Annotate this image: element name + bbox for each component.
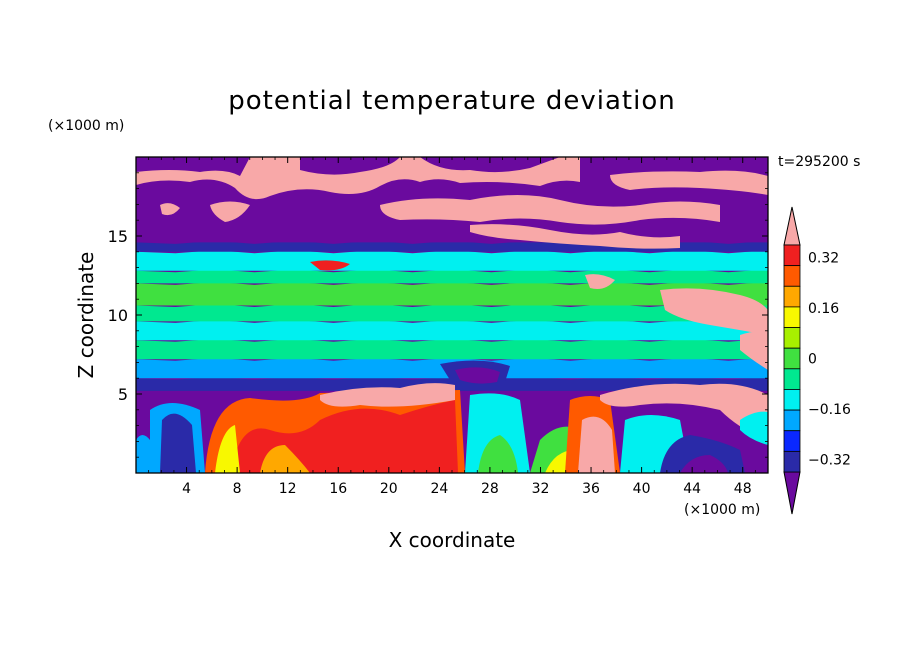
colorbar-swatch — [783, 306, 801, 328]
x-tick-label: 24 — [430, 481, 448, 497]
contour-band — [136, 319, 768, 341]
z-axis-ticks: 5 10 15 — [108, 172, 768, 458]
x-tick-label: 40 — [633, 481, 651, 497]
contour-band — [136, 269, 768, 284]
colorbar-label: −0.16 — [808, 402, 851, 418]
x-axis-unit: (×1000 m) — [684, 502, 761, 518]
colorbar-swatch — [783, 409, 801, 432]
x-tick-label: 20 — [380, 481, 398, 497]
x-tick-label: 8 — [233, 481, 242, 497]
colorbar-swatch — [783, 285, 801, 308]
x-tick-label: 4 — [182, 481, 191, 497]
contour-band — [136, 281, 768, 306]
z-tick-label: 15 — [108, 227, 128, 246]
colorbar-swatch — [783, 389, 801, 411]
time-label: t=295200 s — [778, 154, 861, 170]
x-axis-label: X coordinate — [388, 528, 516, 552]
colorbar-label: −0.32 — [808, 452, 851, 468]
x-tick-label: 44 — [683, 481, 701, 497]
x-tick-label: 48 — [734, 481, 752, 497]
colorbar-swatch — [783, 430, 801, 452]
z-axis-unit: (×1000 m) — [48, 118, 125, 134]
z-tick-label: 5 — [118, 385, 128, 404]
contour-band — [136, 250, 768, 271]
x-tick-label: 36 — [582, 481, 600, 497]
z-tick-label: 10 — [108, 306, 128, 325]
colorbar-swatch — [783, 347, 801, 370]
contour-band — [136, 338, 768, 360]
colorbar-swatch — [783, 244, 801, 267]
colorbar-swatch — [783, 450, 801, 473]
x-tick-label: 16 — [329, 481, 347, 497]
upper-layer-contours — [136, 157, 768, 385]
contour-band — [136, 376, 768, 391]
contour-field — [136, 157, 768, 473]
x-tick-label: 12 — [279, 481, 297, 497]
colorbar-min-cap — [783, 471, 801, 515]
x-tick-label: 32 — [532, 481, 550, 497]
colorbar-swatch — [783, 368, 801, 390]
colorbar-swatch — [783, 327, 801, 349]
x-tick-label: 28 — [481, 481, 499, 497]
colorbar: 0.32 0.16 0 −0.16 −0.32 — [783, 206, 851, 515]
colorbar-label: 0.32 — [808, 251, 839, 267]
colorbar-swatch — [783, 265, 801, 287]
contour-band — [136, 304, 768, 322]
lower-layer-contours — [136, 383, 768, 473]
colorbar-max-cap — [783, 206, 801, 246]
x-axis-ticks: 4 8 12 16 20 24 28 32 36 40 44 48 — [148, 157, 756, 497]
chart-title: potential temperature deviation — [228, 86, 676, 116]
colorbar-label: 0.16 — [808, 301, 839, 317]
colorbar-label: 0 — [808, 352, 817, 368]
